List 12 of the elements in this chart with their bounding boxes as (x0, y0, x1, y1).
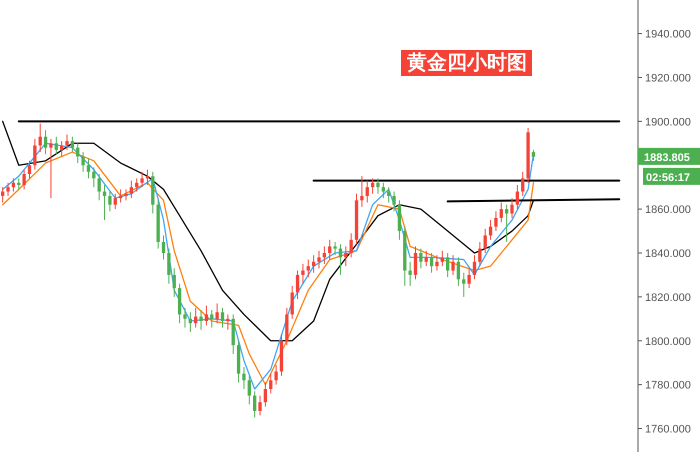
text: 黄金四小时图 (406, 52, 527, 74)
y-tick-label: 1820.000 (645, 292, 691, 304)
text: 02:56:17 (646, 172, 690, 184)
y-tick-label: 1940.000 (645, 28, 691, 41)
y-tick-label: 1800.000 (645, 336, 691, 348)
y-tick-label: 1780.000 (645, 380, 691, 392)
y-tick-label: 1920.000 (645, 72, 691, 84)
y-tick-label: 1840.000 (645, 248, 691, 260)
text: 1883.805 (644, 152, 690, 164)
y-tick-label: 1760.000 (645, 424, 691, 436)
y-tick-label: 1900.000 (645, 116, 691, 128)
y-tick-label: 1860.000 (645, 204, 691, 216)
